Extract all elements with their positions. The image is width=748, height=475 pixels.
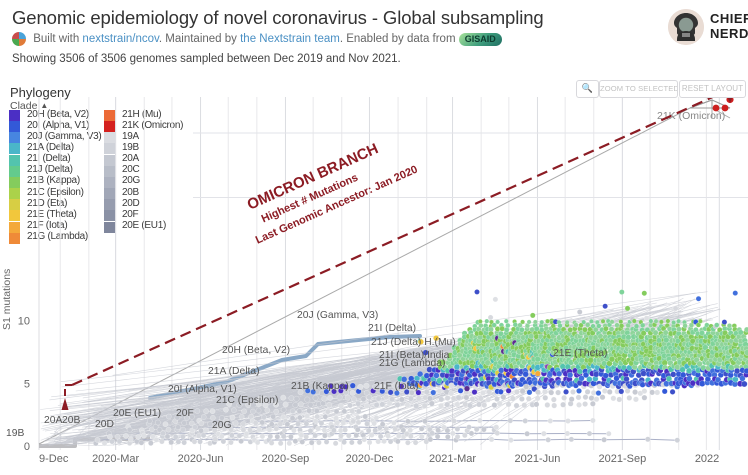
svg-text:21I (Delta): 21I (Delta) [368, 323, 416, 334]
svg-text:2020-Mar: 2020-Mar [92, 453, 139, 465]
svg-text:20J (Gamma, V3): 20J (Gamma, V3) [297, 310, 378, 321]
svg-text:9-Dec: 9-Dec [39, 453, 69, 465]
svg-text:20I (Alpha, V1): 20I (Alpha, V1) [168, 384, 237, 395]
svg-text:10: 10 [18, 316, 30, 328]
svg-text:2021-Sep: 2021-Sep [599, 453, 647, 465]
svg-text:21B (Kappa): 21B (Kappa) [291, 381, 349, 392]
svg-text:20B: 20B [62, 415, 80, 426]
svg-text:20A: 20A [44, 415, 62, 426]
svg-text:21F (Iota): 21F (Iota) [374, 381, 419, 392]
svg-text:2021-Jun: 2021-Jun [515, 453, 561, 465]
svg-text:21G (Lambda): 21G (Lambda) [379, 358, 445, 369]
svg-text:20F: 20F [176, 408, 194, 419]
svg-text:21A (Delta): 21A (Delta) [208, 366, 260, 377]
svg-text:21K (Omicron): 21K (Omicron) [657, 110, 725, 122]
svg-text:5: 5 [24, 378, 30, 390]
svg-text:0: 0 [24, 441, 30, 453]
svg-text:2021-Mar: 2021-Mar [429, 453, 476, 465]
svg-text:2020-Sep: 2020-Sep [262, 453, 310, 465]
svg-text:20E (EU1): 20E (EU1) [113, 408, 161, 419]
svg-text:20H (Beta, V2): 20H (Beta, V2) [222, 345, 290, 356]
svg-text:20G: 20G [212, 420, 231, 431]
svg-text:21E (Theta): 21E (Theta) [553, 348, 607, 359]
svg-text:2022: 2022 [695, 453, 719, 465]
svg-text:19B: 19B [6, 428, 24, 439]
svg-text:2020-Dec: 2020-Dec [346, 453, 394, 465]
svg-text:20D: 20D [95, 419, 114, 430]
svg-text:21C (Epsilon): 21C (Epsilon) [216, 395, 278, 406]
svg-text:S1 mutations: S1 mutations [1, 269, 13, 330]
svg-text:21J (Delta) H.(Mu): 21J (Delta) H.(Mu) [371, 337, 456, 348]
svg-text:2020-Jun: 2020-Jun [178, 453, 224, 465]
